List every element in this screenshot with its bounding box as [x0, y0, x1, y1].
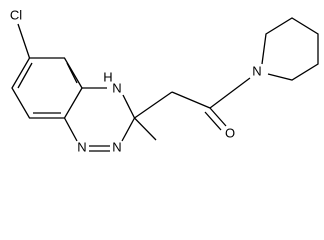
- c-n-bond: [209, 77, 251, 109]
- page: {"atoms": {"chlorine": "Cl", "nh_hydroge…: [9, 7, 319, 154]
- atom-label: N: [252, 63, 261, 78]
- c-o-double-bond: [209, 107, 227, 127]
- atom-labels: Cl H N N N O N: [10, 7, 262, 154]
- ch2-bond: [171, 91, 211, 109]
- atom-label: N: [77, 139, 86, 154]
- benzene-ring: [11, 57, 83, 119]
- piperidine-ring: [261, 17, 319, 81]
- ring-bond: [63, 117, 78, 142]
- c-o-double-bond: [204, 111, 222, 131]
- aromatic-double-bond: [17, 62, 33, 89]
- ring-bond: [121, 117, 136, 142]
- ring-bond: [122, 94, 136, 119]
- atom-label: N: [112, 139, 121, 154]
- aromatic-double-bond: [66, 62, 78, 84]
- molecule-diagram: Cl H N N N O N: [10, 7, 319, 154]
- ch2-bond: [134, 91, 173, 119]
- methyl-bond: [134, 117, 157, 141]
- c-cl-bond: [17, 23, 31, 59]
- bonds: [11, 17, 319, 152]
- atom-label: H: [103, 69, 112, 84]
- atom-label: O: [225, 125, 235, 140]
- atom-label: N: [112, 80, 121, 95]
- atom-label: Cl: [10, 7, 22, 22]
